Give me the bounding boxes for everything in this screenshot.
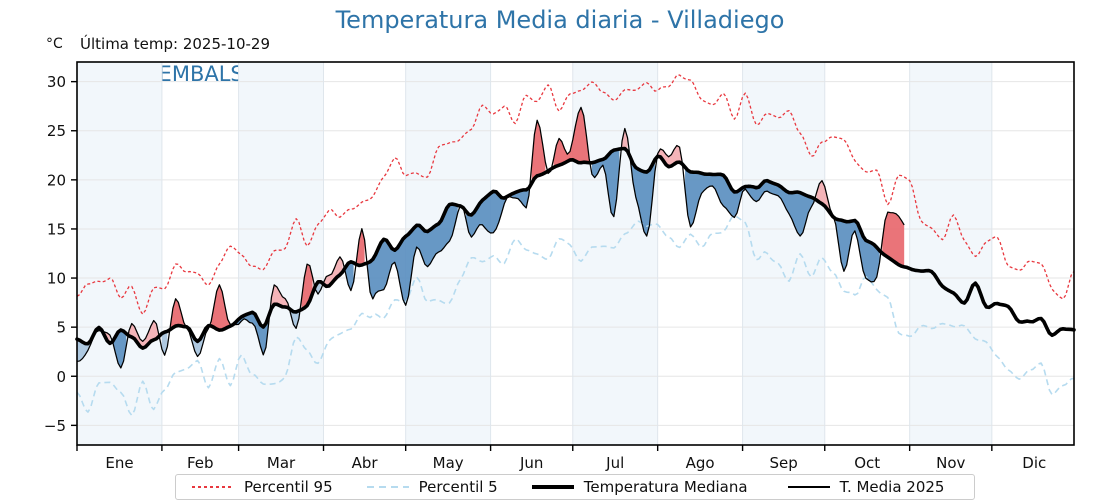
y-tick-label: 25 [47,122,66,140]
chart-legend: Percentil 95 Percentil 5 Temperatura Media… [175,474,975,500]
month-bands [77,62,992,445]
x-tick-label-sep: Sep [770,454,798,472]
x-tick-label-nov: Nov [936,454,965,472]
x-tick-label-oct: Oct [854,454,880,472]
legend-swatch-temperatura-mediana [531,481,574,493]
legend-item-percentil-5[interactable]: Percentil 5 [366,478,498,496]
x-tick-label-ago: Ago [686,454,715,472]
y-tick-label: 30 [47,73,66,91]
x-tick-label-ene: Ene [105,454,133,472]
y-tick-label: 20 [47,171,66,189]
series-temperatura-mediana [75,146,1076,350]
legend-item-percentil-95[interactable]: Percentil 95 [192,478,333,496]
y-axis-unit-label: °C [46,36,63,52]
page-title: Temperatura Media diaria - Villadiego [335,6,785,34]
x-tick-label-jun: Jun [519,454,543,472]
y-tick-label: 15 [47,220,66,238]
last-temp-label: Última temp: 2025-10-29 [80,35,271,53]
y-tick-label: 0 [56,368,66,386]
y-axis: −5 0 5 10 15 20 25 30 [44,73,77,435]
x-tick-label-mar: Mar [267,454,296,472]
legend-swatch-percentil-95 [192,481,234,493]
y-tick-label: 10 [47,270,66,288]
x-tick-label-abr: Abr [352,454,379,472]
legend-label-percentil-95: Percentil 95 [244,478,333,496]
x-axis: Ene Feb Mar Abr May Jun Jul Ago Sep Oct Nov Dic [76,445,1046,472]
legend-swatch-t-media-2025 [787,481,830,493]
series-t-media-2025 [76,106,905,369]
y-tick-label: 5 [56,319,66,337]
x-tick-label-may: May [433,454,464,472]
legend-item-t-media-2025[interactable]: T. Media 2025 [787,478,945,496]
x-tick-label-dic: Dic [1022,454,1046,472]
x-tick-label-feb: Feb [187,454,214,472]
legend-label-percentil-5: Percentil 5 [418,478,498,496]
legend-label-temperatura-mediana: Temperatura Mediana [583,478,748,496]
legend-item-temperatura-mediana[interactable]: Temperatura Mediana [531,478,748,496]
legend-swatch-percentil-5 [366,481,409,493]
chart-axes [76,61,1075,446]
x-tick-label-jul: Jul [605,454,624,472]
legend-label-t-media-2025: T. Media 2025 [839,478,945,496]
y-tick-label: −5 [44,417,66,435]
series-percentil-5 [76,215,1075,417]
series-percentil-95 [76,74,1075,315]
